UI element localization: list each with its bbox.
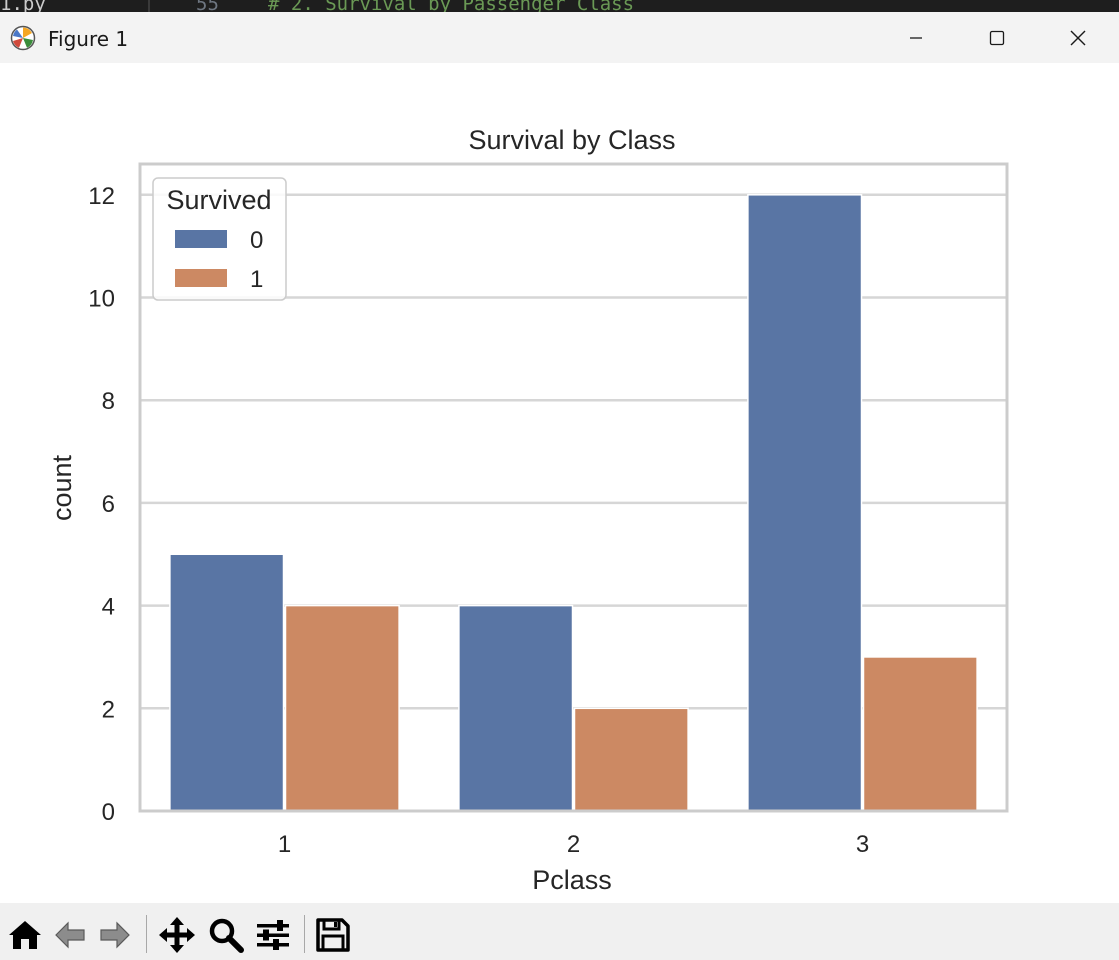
chart-title: Survival by Class xyxy=(468,125,675,155)
save-icon xyxy=(316,918,350,952)
back-icon xyxy=(55,921,85,949)
home-icon xyxy=(9,921,41,949)
x-tick-label: 2 xyxy=(567,831,580,858)
bar-pclass-1-survived-0 xyxy=(169,553,285,812)
editor-line-number: 55 xyxy=(196,0,219,12)
maximize-button[interactable] xyxy=(957,12,1037,63)
zoom-icon xyxy=(209,918,244,953)
bar-pclass-1-survived-1 xyxy=(284,604,400,812)
legend-label-survived-0: 0 xyxy=(250,227,263,254)
bar-pclass-3-survived-1 xyxy=(862,656,978,812)
bar-pclass-2-survived-1 xyxy=(573,707,689,812)
minimize-button[interactable] xyxy=(876,12,956,63)
y-tick-label: 6 xyxy=(102,491,115,518)
toolbar-separator xyxy=(146,915,147,953)
editor-code-line: # 2. Survival by Passenger Class xyxy=(268,0,635,12)
pan-button[interactable] xyxy=(156,913,198,957)
home-button[interactable] xyxy=(4,913,46,957)
close-icon xyxy=(1070,30,1086,45)
editor-gutter xyxy=(148,0,150,12)
y-axis-label: count xyxy=(47,454,77,521)
configure-subplots-button[interactable] xyxy=(252,913,294,957)
save-button[interactable] xyxy=(312,913,354,957)
legend-swatch-survived-1 xyxy=(175,269,227,287)
forward-button[interactable] xyxy=(94,913,136,957)
maximize-icon xyxy=(989,30,1005,45)
legend-swatch-survived-0 xyxy=(175,230,227,248)
bar-pclass-2-survived-0 xyxy=(458,604,574,812)
window-title: Figure 1 xyxy=(48,27,129,51)
y-tick-label: 10 xyxy=(88,286,115,313)
configure-subplots-icon xyxy=(257,920,289,950)
legend: Survived 0 1 xyxy=(152,177,287,301)
toolbar-separator xyxy=(304,915,305,953)
legend-title: Survived xyxy=(166,185,271,215)
editor-filename: 1.py xyxy=(0,0,46,12)
forward-icon xyxy=(100,921,130,949)
pan-icon xyxy=(159,917,195,953)
matplotlib-app-icon xyxy=(10,25,36,51)
background-editor: 1.py 55 # 2. Survival by Passenger Class xyxy=(0,0,1119,12)
back-button[interactable] xyxy=(49,913,91,957)
y-tick-label: 2 xyxy=(102,696,115,723)
y-tick-label: 8 xyxy=(102,388,115,415)
axes-frame xyxy=(138,162,1009,813)
x-tick-label: 1 xyxy=(278,831,291,858)
title-bar[interactable]: Figure 1 xyxy=(0,12,1119,63)
x-tick-label: 3 xyxy=(856,831,869,858)
y-tick-label: 12 xyxy=(88,183,115,210)
x-axis-label: Pclass xyxy=(532,865,612,895)
y-tick-label: 4 xyxy=(102,594,115,621)
navigation-toolbar xyxy=(0,903,1119,960)
minimize-icon xyxy=(910,36,922,39)
legend-label-survived-1: 1 xyxy=(250,266,263,293)
zoom-button[interactable] xyxy=(205,913,247,957)
y-tick-label: 0 xyxy=(102,799,115,826)
bar-pclass-3-survived-0 xyxy=(747,194,863,812)
close-button[interactable] xyxy=(1038,12,1118,63)
